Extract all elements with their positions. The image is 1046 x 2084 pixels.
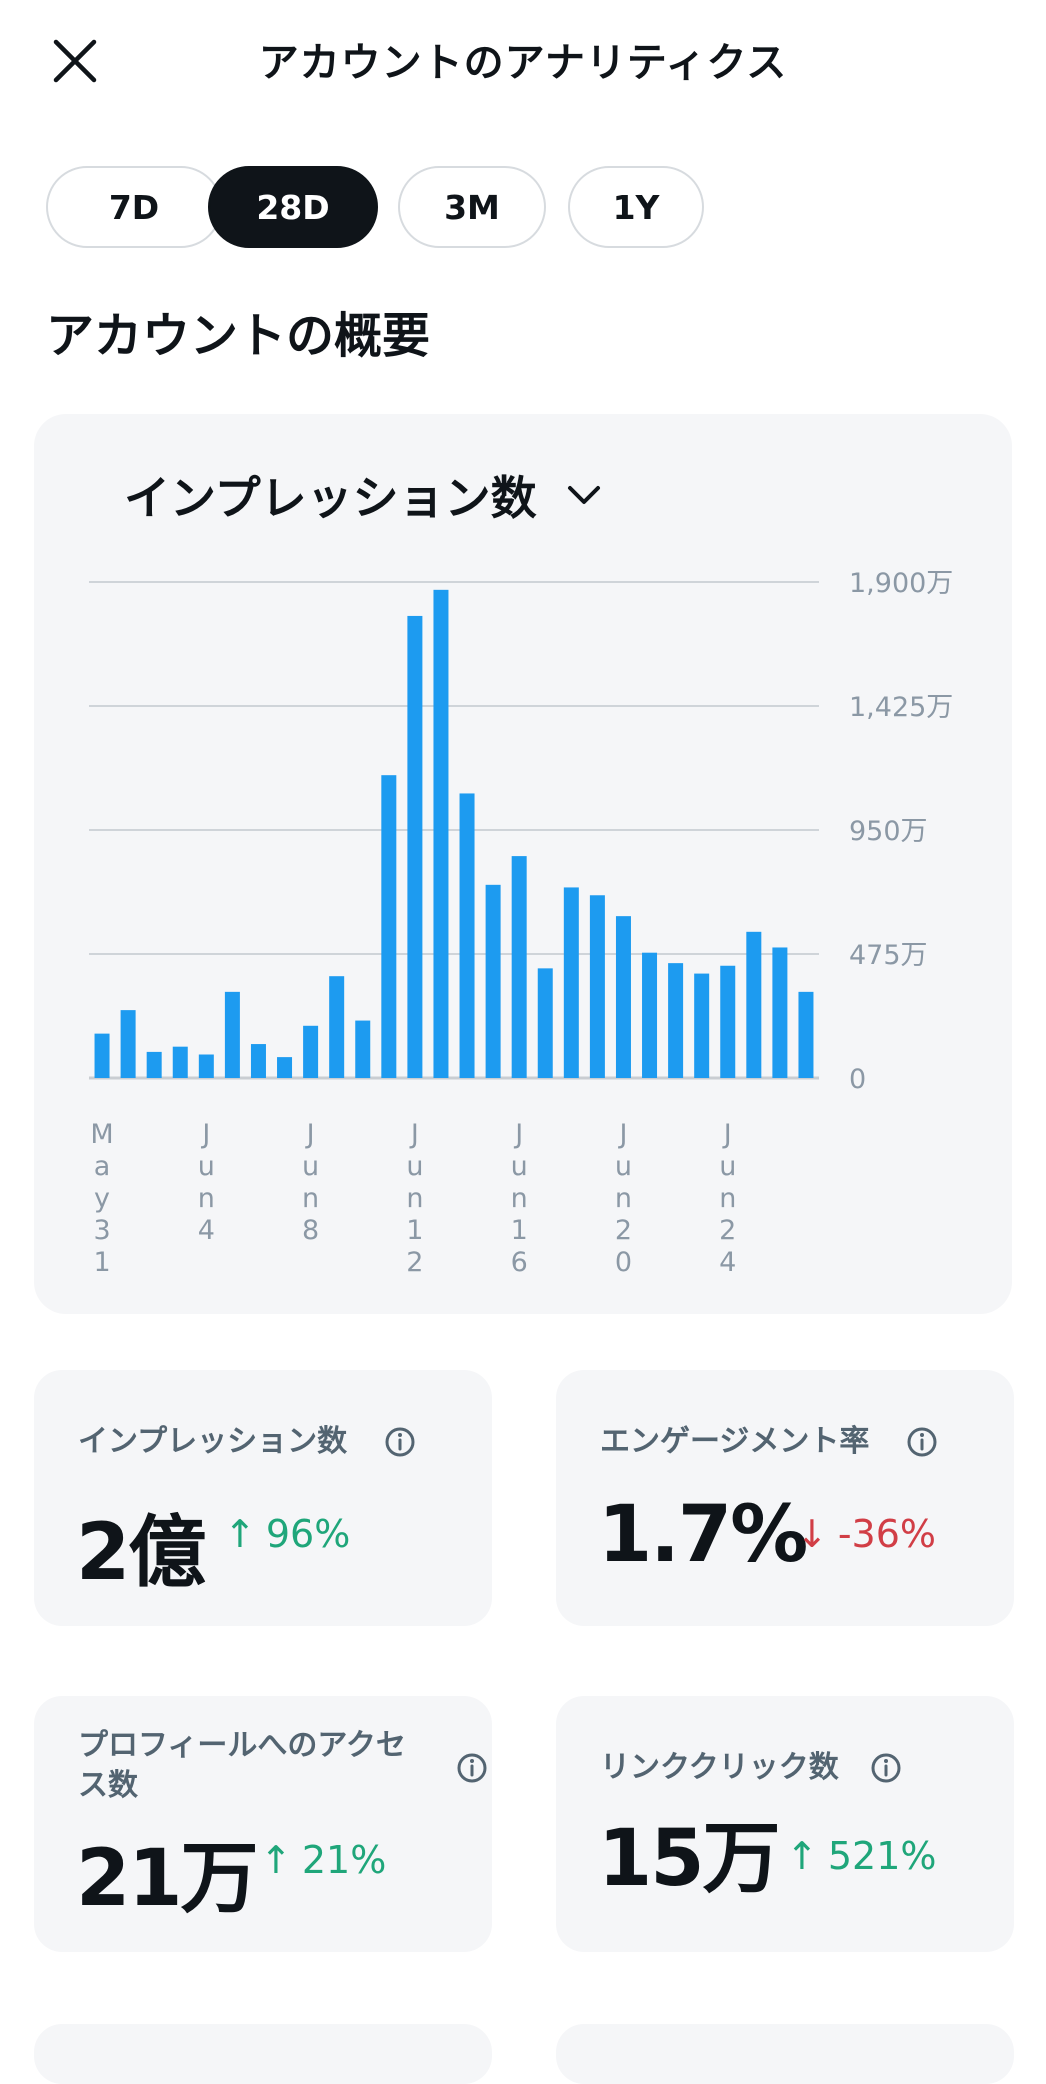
stat-change: ↑ 521% bbox=[786, 1834, 936, 1878]
stat-value: 21万 bbox=[76, 1834, 259, 1924]
info-icon[interactable] bbox=[384, 1426, 416, 1458]
stat-card-engagement-rate[interactable]: エンゲージメント率 1.7% ↓ -36% bbox=[556, 1370, 1014, 1626]
arrow-up-icon: ↑ bbox=[260, 1838, 292, 1882]
bar bbox=[642, 952, 658, 1078]
stat-card-profile-visits[interactable]: プロフィールへのアクセ ス数 21万 ↑ 21% bbox=[34, 1696, 492, 1952]
bar bbox=[694, 973, 710, 1078]
metric-selector[interactable]: インプレッション数 bbox=[124, 462, 601, 528]
stat-change-value: 521% bbox=[827, 1834, 937, 1878]
bar bbox=[198, 1054, 214, 1078]
stat-label: リンククリック数 bbox=[600, 1750, 839, 1785]
stat-change: ↓ -36% bbox=[796, 1512, 936, 1556]
info-icon[interactable] bbox=[870, 1752, 902, 1784]
stat-value: 1.7% bbox=[598, 1490, 808, 1580]
stat-change-value: 21% bbox=[301, 1838, 387, 1882]
bar bbox=[303, 1025, 319, 1078]
range-1y-button[interactable]: 1Y bbox=[568, 166, 704, 248]
y-tick-label: 950万 bbox=[849, 816, 928, 847]
bar bbox=[329, 976, 345, 1078]
info-icon[interactable] bbox=[456, 1752, 488, 1784]
bar bbox=[277, 1057, 293, 1078]
bar bbox=[172, 1046, 188, 1078]
bar bbox=[511, 856, 527, 1078]
bar bbox=[563, 887, 579, 1078]
y-tick-label: 1,900万 bbox=[849, 568, 953, 599]
stat-label: プロフィールへのアクセ ス数 bbox=[78, 1728, 406, 1803]
bar bbox=[537, 968, 553, 1078]
bar bbox=[589, 895, 605, 1078]
bar bbox=[615, 916, 631, 1078]
stat-value: 15万 bbox=[598, 1814, 781, 1904]
bar bbox=[224, 991, 240, 1078]
stat-change: ↑ 96% bbox=[224, 1512, 350, 1556]
y-tick-label: 475万 bbox=[849, 940, 928, 971]
bar bbox=[94, 1033, 110, 1078]
y-tick-label: 0 bbox=[849, 1064, 866, 1095]
stat-card-impressions[interactable]: インプレッション数 2億 ↑ 96% bbox=[34, 1370, 492, 1626]
stat-change-value: 96% bbox=[265, 1512, 351, 1556]
range-7d-button[interactable]: 7D bbox=[46, 166, 222, 248]
bar bbox=[120, 1010, 136, 1078]
impressions-chart: 0 475万 950万 1,425万 1,900万 M a y 3 1 J u n 4 J u n 8 J u n 1 2 J… bbox=[89, 568, 953, 1278]
bar bbox=[355, 1020, 371, 1078]
stat-label: エンゲージメント率 bbox=[600, 1424, 870, 1459]
stat-card-partial bbox=[556, 2024, 1014, 2084]
page-title: アカウントのアナリティクス bbox=[258, 40, 788, 86]
stat-card-link-clicks[interactable]: リンククリック数 15万 ↑ 521% bbox=[556, 1696, 1014, 1952]
stat-card-partial bbox=[34, 2024, 492, 2084]
header: アカウントのアナリティクス bbox=[0, 0, 1046, 120]
bar bbox=[459, 793, 475, 1078]
metric-selector-label: インプレッション数 bbox=[124, 471, 537, 525]
y-tick-label: 1,425万 bbox=[849, 692, 953, 723]
section-title: アカウントの概要 bbox=[46, 308, 431, 364]
range-3m-button[interactable]: 3M bbox=[398, 166, 546, 248]
stat-value: 2億 bbox=[76, 1508, 206, 1598]
bar bbox=[433, 589, 449, 1078]
bar bbox=[772, 947, 788, 1078]
bar bbox=[668, 963, 684, 1078]
info-icon[interactable] bbox=[906, 1426, 938, 1458]
range-28d-button[interactable]: 28D bbox=[208, 166, 378, 248]
arrow-up-icon: ↑ bbox=[786, 1834, 818, 1878]
stat-change: ↑ 21% bbox=[260, 1838, 386, 1882]
stat-change-value: -36% bbox=[837, 1512, 937, 1556]
bar bbox=[720, 965, 736, 1078]
bar bbox=[407, 615, 423, 1078]
bar bbox=[746, 931, 762, 1078]
chevron-down-icon bbox=[567, 486, 600, 504]
bar bbox=[485, 884, 501, 1078]
bar bbox=[146, 1051, 162, 1078]
bar bbox=[798, 991, 814, 1078]
arrow-up-icon: ↑ bbox=[224, 1512, 256, 1556]
arrow-down-icon: ↓ bbox=[796, 1512, 828, 1556]
bar bbox=[381, 775, 397, 1078]
bar bbox=[250, 1044, 266, 1078]
close-icon[interactable] bbox=[50, 36, 100, 86]
stat-label: インプレッション数 bbox=[78, 1424, 348, 1459]
